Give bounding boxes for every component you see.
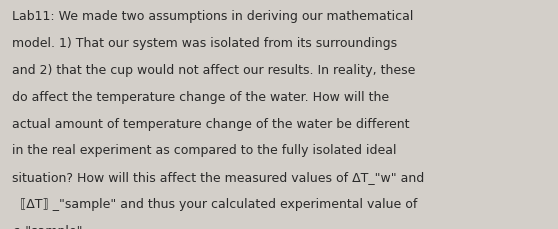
Text: and 2) that the cup would not affect our results. In reality, these: and 2) that the cup would not affect our… [12,64,416,77]
Text: c_"sample": c_"sample" [12,224,83,229]
Text: model. 1) That our system was isolated from its surroundings: model. 1) That our system was isolated f… [12,37,397,50]
Text: in the real experiment as compared to the fully isolated ideal: in the real experiment as compared to th… [12,144,397,157]
Text: actual amount of temperature change of the water be different: actual amount of temperature change of t… [12,117,410,130]
Text: ⟦ΔT⟧ _"sample" and thus your calculated experimental value of: ⟦ΔT⟧ _"sample" and thus your calculated … [12,197,417,210]
Text: do affect the temperature change of the water. How will the: do affect the temperature change of the … [12,90,389,103]
Text: situation? How will this affect the measured values of ΔT_"w" and: situation? How will this affect the meas… [12,170,425,183]
Text: Lab11: We made two assumptions in deriving our mathematical: Lab11: We made two assumptions in derivi… [12,10,413,23]
